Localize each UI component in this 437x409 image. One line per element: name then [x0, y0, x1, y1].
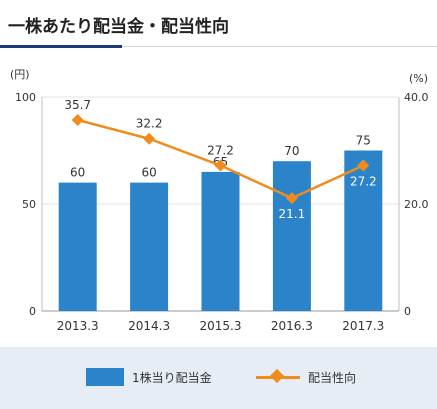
line-value-label: 21.1	[279, 207, 306, 221]
title-accent-line	[0, 45, 122, 48]
bar-value-label: 70	[284, 144, 299, 158]
legend-line-swatch	[256, 368, 300, 386]
x-tick-label: 2016.3	[271, 319, 313, 333]
bar	[58, 182, 97, 311]
dividend-chart: (円)(%)050100020.040.060606570752013.3201…	[10, 68, 429, 333]
y-right-tick-label: 40.0	[404, 91, 429, 104]
y-left-unit: (円)	[10, 68, 30, 81]
line-point	[357, 159, 370, 172]
legend: 1株当り配当金 配当性向	[0, 347, 437, 409]
x-tick-label: 2017.3	[342, 319, 384, 333]
x-tick-label: 2013.3	[57, 319, 99, 333]
x-tick-label: 2015.3	[200, 319, 242, 333]
page-title: 一株あたり配当金・配当性向	[8, 17, 229, 37]
y-left-tick-label: 100	[15, 91, 36, 104]
x-tick-label: 2014.3	[128, 319, 170, 333]
title-underline	[0, 46, 437, 47]
bar	[344, 150, 383, 311]
legend-label-payout: 配当性向	[308, 370, 357, 385]
y-right-tick-label: 20.0	[404, 198, 429, 211]
title-area: 一株あたり配当金・配当性向	[0, 0, 437, 48]
line-point	[214, 159, 227, 172]
legend-item-payout: 配当性向	[256, 367, 356, 387]
legend-bar-swatch	[86, 368, 124, 386]
legend-label-dividend: 1株当り配当金	[132, 370, 212, 385]
bar	[272, 161, 311, 311]
line-value-label: 27.2	[207, 143, 234, 157]
line-value-label: 35.7	[64, 98, 91, 112]
line-point	[71, 114, 84, 127]
y-right-unit: (%)	[409, 72, 428, 85]
bar	[130, 182, 169, 311]
line-point	[143, 132, 156, 145]
bar-value-label: 60	[141, 166, 156, 180]
y-left-tick-label: 0	[29, 305, 36, 318]
bar	[201, 171, 240, 311]
line-point	[285, 192, 298, 205]
bar-value-label: 60	[70, 166, 85, 180]
line-value-label: 32.2	[136, 117, 163, 131]
legend-item-dividend: 1株当り配当金	[86, 367, 212, 387]
bar-value-label: 75	[356, 134, 371, 148]
y-right-tick-label: 0	[404, 305, 411, 318]
line-value-label: 27.2	[350, 174, 377, 188]
y-left-tick-label: 50	[22, 198, 36, 211]
